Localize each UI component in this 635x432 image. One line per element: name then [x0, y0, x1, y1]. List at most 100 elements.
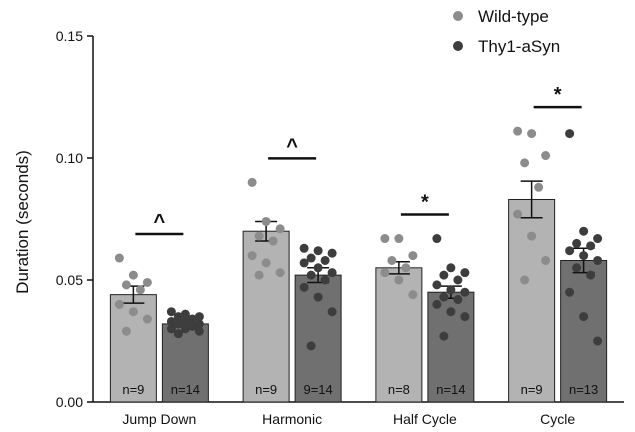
data-point	[586, 270, 596, 280]
data-point	[579, 226, 589, 236]
bar	[375, 267, 423, 403]
data-point	[313, 246, 323, 256]
data-point	[180, 309, 190, 319]
data-point	[299, 258, 309, 268]
data-point	[261, 216, 271, 226]
legend-marker-thy1-asyn	[453, 41, 463, 51]
data-point	[121, 280, 131, 290]
data-point	[166, 316, 176, 326]
data-point	[166, 324, 176, 334]
data-point	[446, 263, 456, 273]
data-point	[166, 307, 176, 317]
data-point	[320, 275, 330, 285]
data-point	[180, 324, 190, 334]
data-point	[180, 316, 190, 326]
data-point	[299, 243, 309, 253]
significance-marker: ^	[286, 135, 298, 157]
data-point	[520, 275, 530, 285]
data-point	[593, 255, 603, 265]
legend: Wild-type Thy1-aSyn	[453, 7, 560, 56]
data-point	[173, 319, 183, 329]
data-point	[439, 292, 449, 302]
data-point	[306, 253, 316, 263]
data-point	[432, 299, 442, 309]
category-label: Harmonic	[262, 411, 322, 427]
data-point	[128, 270, 138, 280]
data-point	[439, 331, 449, 341]
category-label: Jump Down	[122, 411, 196, 427]
data-point	[432, 234, 442, 244]
data-point	[387, 255, 397, 265]
data-point	[194, 319, 204, 329]
data-point	[579, 312, 589, 322]
data-point	[572, 238, 582, 248]
data-point	[173, 312, 183, 322]
n-label: n=9	[521, 382, 543, 397]
y-tick-label: 0.10	[56, 150, 83, 166]
data-point	[541, 255, 551, 265]
data-point	[306, 341, 316, 351]
data-point	[254, 231, 264, 241]
n-label: n=14	[436, 382, 465, 397]
data-point	[173, 329, 183, 339]
data-point	[380, 234, 390, 244]
data-point	[579, 251, 589, 261]
data-point	[327, 307, 337, 317]
significance-marker: *	[421, 192, 429, 214]
data-point	[401, 263, 411, 273]
data-point	[135, 285, 145, 295]
data-point	[432, 280, 442, 290]
data-point	[565, 246, 575, 256]
data-point	[306, 270, 316, 280]
data-point	[565, 287, 575, 297]
significance-markers: ^ ^ * *	[135, 84, 582, 236]
data-point	[247, 251, 257, 261]
data-point	[453, 295, 463, 305]
n-label: n=13	[569, 382, 598, 397]
y-ticks: 0.00 0.05 0.10 0.15	[56, 28, 93, 410]
data-point	[446, 285, 456, 295]
data-point	[534, 182, 544, 192]
data-point	[254, 270, 264, 280]
data-point	[327, 268, 337, 278]
n-label: n=8	[388, 382, 410, 397]
legend-label-thy1-asyn: Thy1-aSyn	[478, 37, 560, 56]
data-point	[527, 231, 537, 241]
y-tick-label: 0.00	[56, 394, 83, 410]
data-point	[121, 326, 131, 336]
data-point	[408, 290, 418, 300]
data-point	[460, 312, 470, 322]
data-point	[327, 248, 337, 258]
data-point	[593, 336, 603, 346]
data-point	[439, 270, 449, 280]
data-point	[453, 275, 463, 285]
data-point	[114, 299, 124, 309]
category-label: Cycle	[540, 411, 575, 427]
data-point	[142, 314, 152, 324]
data-point	[394, 275, 404, 285]
data-point	[313, 263, 323, 273]
legend-label-wild-type: Wild-type	[478, 7, 549, 26]
data-point	[593, 234, 603, 244]
data-point	[460, 287, 470, 297]
data-point	[586, 241, 596, 251]
data-point	[128, 307, 138, 317]
significance-marker: ^	[154, 211, 166, 233]
data-point	[299, 282, 309, 292]
significance-marker: *	[554, 84, 562, 106]
y-axis-title: Duration (seconds)	[13, 150, 32, 294]
data-point	[187, 321, 197, 331]
bar	[560, 259, 608, 403]
data-point	[446, 307, 456, 317]
bar	[508, 198, 556, 403]
data-point	[247, 177, 257, 187]
y-tick-label: 0.05	[56, 272, 83, 288]
data-point	[261, 258, 271, 268]
data-point	[541, 151, 551, 161]
data-point	[394, 234, 404, 244]
data-point	[320, 255, 330, 265]
data-point	[275, 268, 285, 278]
y-tick-label: 0.15	[56, 28, 83, 44]
data-point	[187, 314, 197, 324]
